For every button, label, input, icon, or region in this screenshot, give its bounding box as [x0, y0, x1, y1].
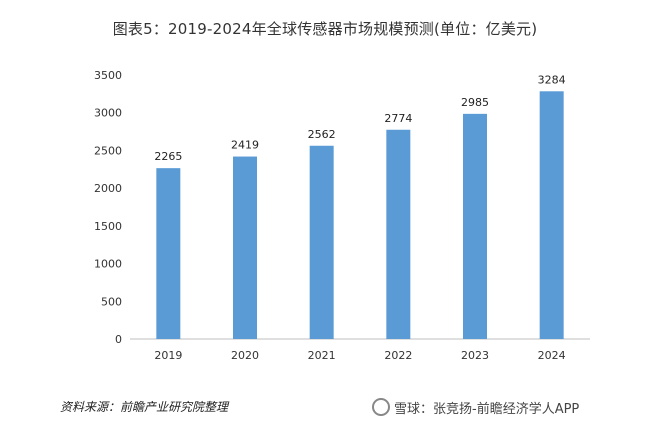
y-tick-label: 1000	[94, 258, 122, 271]
y-tick-label: 2000	[94, 182, 122, 195]
data-label: 2419	[231, 139, 259, 152]
chart-title: 图表5：2019-2024年全球传感器市场规模预测(单位：亿美元)	[112, 20, 538, 38]
data-label: 2562	[308, 128, 336, 141]
x-tick-label: 2023	[461, 349, 489, 362]
bar	[233, 156, 257, 339]
y-tick-label: 2500	[94, 144, 122, 157]
labels: 2265 2019 2419 2020 2562 2021 2774 2022 2985 2023…	[154, 73, 565, 362]
x-tick-label: 2019	[154, 349, 182, 362]
axes: 0 500 1000 1500 2000 2500 3000 3500	[94, 69, 590, 346]
data-label: 3284	[538, 73, 566, 86]
x-tick-label: 2021	[308, 349, 336, 362]
bar	[386, 129, 411, 339]
bar	[463, 113, 487, 340]
x-tick-label: 2022	[384, 349, 412, 362]
watermark-text: 雪球：张竞扬-前瞻经济学人APP	[394, 402, 580, 417]
bar	[309, 145, 334, 339]
source-note: 资料来源：前瞻产业研究院整理	[60, 400, 229, 414]
data-label: 2265	[154, 150, 182, 163]
watermark: 雪球：张竞扬-前瞻经济学人APP	[372, 398, 579, 417]
bars	[156, 91, 564, 340]
data-label: 2774	[384, 112, 412, 125]
x-tick-label: 2024	[538, 349, 566, 362]
data-label: 2985	[461, 96, 489, 109]
x-tick-label: 2020	[231, 349, 259, 362]
bar	[156, 168, 181, 339]
y-tick-label: 3000	[94, 107, 122, 120]
y-tick-label: 500	[101, 295, 122, 308]
watermark-icon	[372, 398, 390, 416]
y-tick-label: 1500	[94, 220, 122, 233]
y-tick-label: 3500	[94, 69, 122, 82]
y-tick-label: 0	[115, 333, 122, 346]
bar	[539, 91, 564, 339]
